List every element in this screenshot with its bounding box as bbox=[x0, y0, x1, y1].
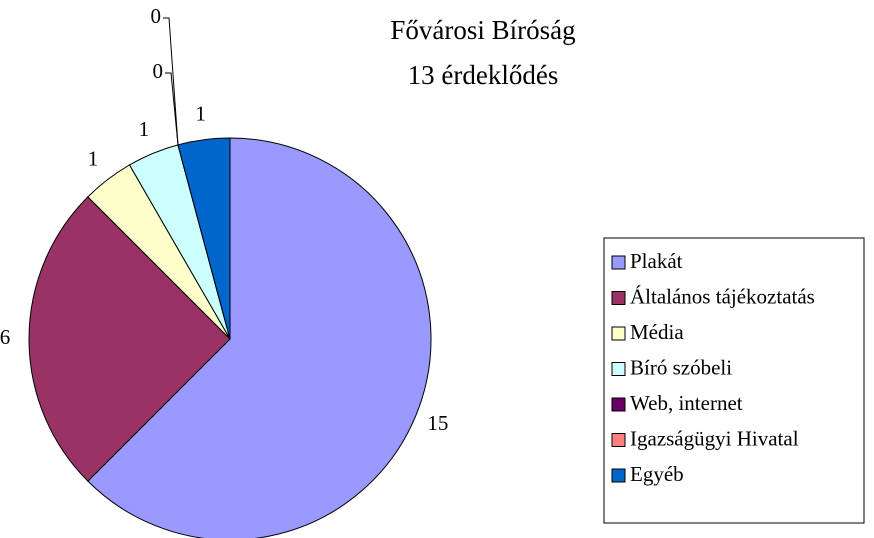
chart-subtitle: 13 érdeklődés bbox=[408, 60, 559, 90]
legend-label: Média bbox=[630, 320, 684, 344]
chart-title: Fővárosi Bíróság bbox=[390, 15, 575, 45]
data-label: 6 bbox=[0, 325, 10, 349]
pie-slice bbox=[177, 137, 231, 340]
legend-label: Egyéb bbox=[630, 462, 684, 486]
pie-slice bbox=[87, 137, 432, 538]
legend-swatch bbox=[611, 433, 626, 447]
leader-line bbox=[163, 17, 179, 145]
data-label: 0 bbox=[151, 4, 162, 28]
data-label: 0 bbox=[153, 59, 164, 83]
legend-swatch bbox=[611, 362, 626, 376]
data-label: 15 bbox=[427, 411, 448, 435]
leader-line bbox=[165, 72, 179, 145]
legend-label: Plakát bbox=[630, 249, 683, 273]
legend-swatch bbox=[611, 397, 626, 412]
pie-slice bbox=[28, 196, 231, 482]
legend-label: Igazságügyi Hivatal bbox=[630, 426, 799, 450]
data-label: 1 bbox=[88, 146, 99, 170]
legend-swatch bbox=[611, 326, 626, 341]
legend-swatch bbox=[611, 291, 626, 305]
legend-swatch bbox=[611, 468, 626, 483]
data-label: 1 bbox=[139, 117, 150, 141]
legend-label: Bíró szóbeli bbox=[630, 355, 732, 379]
legend-box bbox=[603, 237, 865, 524]
legend-label: Általános tájékoztatás bbox=[630, 284, 815, 308]
legend-label: Web, internet bbox=[630, 391, 743, 415]
legend-swatch bbox=[611, 255, 626, 270]
data-label: 1 bbox=[195, 102, 206, 126]
